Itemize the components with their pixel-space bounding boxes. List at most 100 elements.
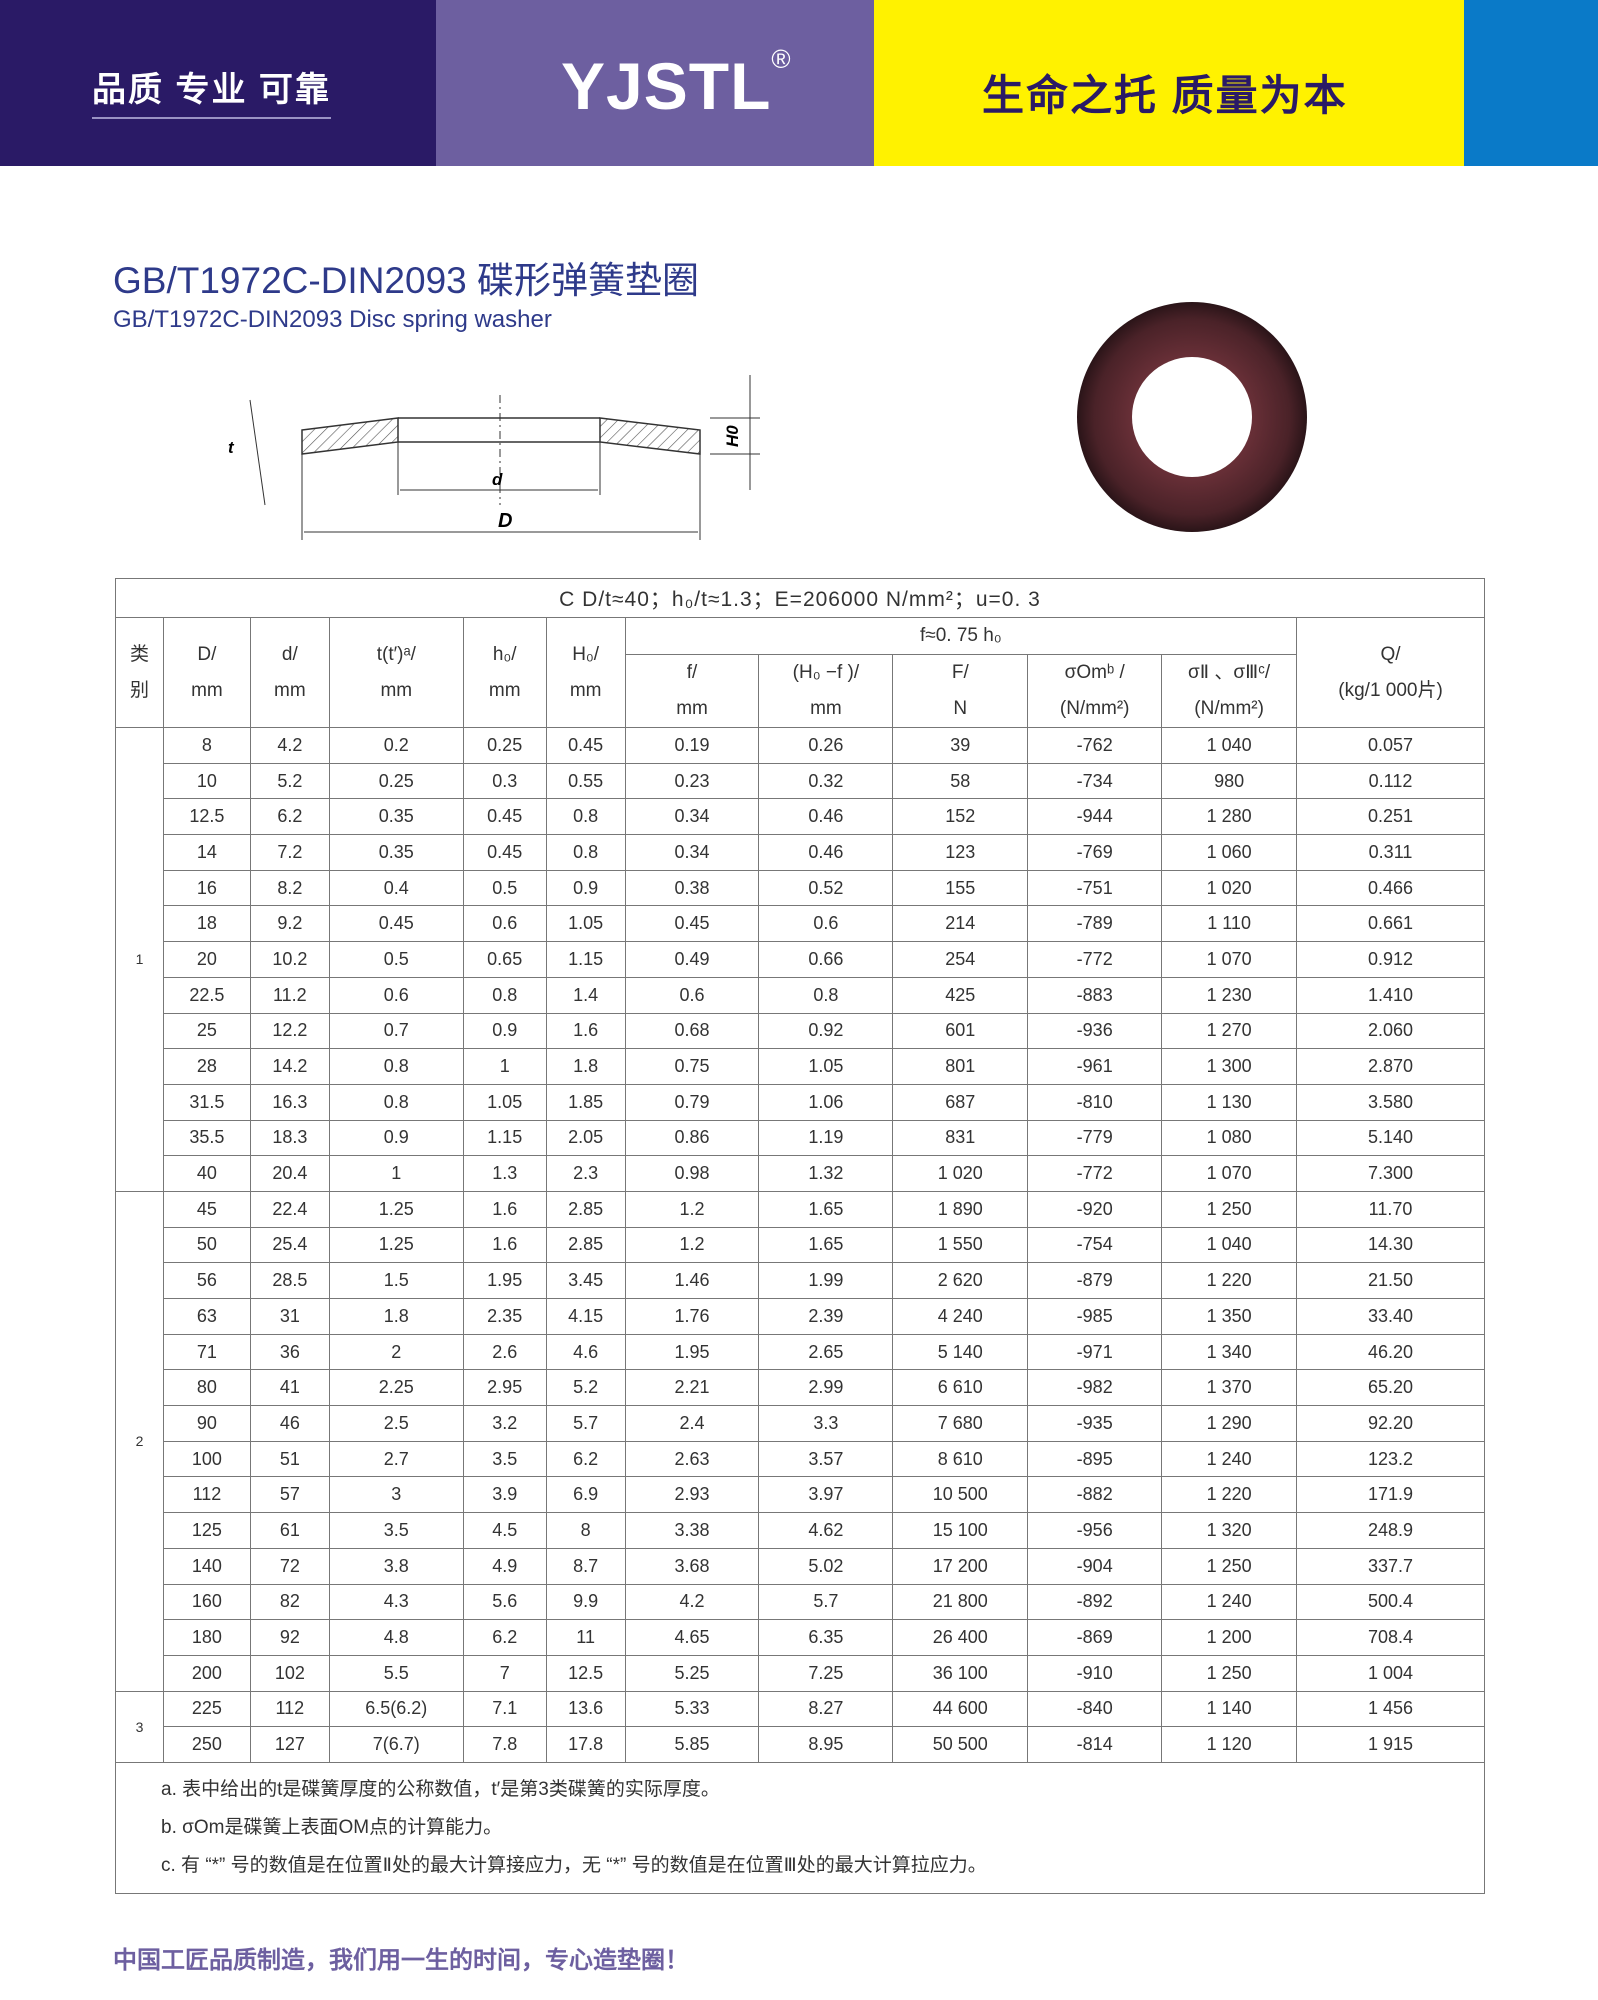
table-cell: 3.5 [328, 1512, 464, 1549]
column-header: d/mm [249, 617, 330, 728]
table-cell: 0.38 [624, 869, 760, 907]
table-cell: 2.93 [624, 1476, 760, 1514]
table-cell: 425 [892, 976, 1029, 1014]
table-cell: -814 [1027, 1726, 1163, 1763]
table-cell: 337.7 [1296, 1547, 1485, 1585]
table-cell: 5.02 [758, 1547, 894, 1585]
table-cell: 4.6 [545, 1333, 626, 1371]
table-cell: 1.2 [624, 1190, 760, 1228]
table-cell: 16.3 [249, 1083, 330, 1121]
table-cell: 0.45 [462, 798, 547, 836]
table-cell: 1 340 [1161, 1333, 1298, 1371]
table-cell: 6.2 [249, 798, 330, 836]
column-header: H₀/mm [545, 617, 626, 728]
slogan-left: 品质 专业 可靠 [92, 62, 331, 119]
table-cell: 1.8 [328, 1298, 464, 1335]
table-cell: 2.7 [328, 1440, 464, 1478]
table-cell: 8.95 [758, 1726, 894, 1763]
table-cell: 71 [162, 1333, 251, 1371]
table-cell: 61 [249, 1512, 330, 1549]
table-cell: 3.9 [462, 1476, 547, 1514]
table-cell: 687 [892, 1083, 1029, 1121]
table-row: 3 225 112 6.5(6.2) 7.1 13.6 5.33 8.27 44 600 -840… [115, 1690, 1485, 1763]
table-cell: 1.05 [462, 1083, 547, 1121]
table-cell: 2.21 [624, 1369, 760, 1407]
table-cell: 8.27 [758, 1690, 894, 1728]
table-cell: 160 [162, 1583, 251, 1621]
table-cell: 7.25 [758, 1654, 894, 1692]
table-cell: 0.4 [328, 869, 464, 907]
table-cell: 44 600 [892, 1690, 1029, 1728]
category-cell: 1 [115, 727, 164, 1192]
table-cell: 112 [249, 1690, 330, 1728]
table-cell: 0.661 [1296, 905, 1485, 943]
table-cell: 1.25 [328, 1190, 464, 1228]
table-cell: 4.8 [328, 1619, 464, 1656]
table-cell: 56 [162, 1262, 251, 1299]
table-cell: 1 280 [1161, 798, 1298, 836]
table-row: 50 25.4 1.25 1.6 2.85 1.2 1.65 1 550 -754 1 040 14… [116, 1226, 1485, 1264]
table-cell: 7 680 [892, 1405, 1029, 1442]
table-cell: 6.2 [545, 1440, 626, 1478]
table-cell: 17 200 [892, 1547, 1029, 1585]
table-row: 160 82 4.3 5.6 9.9 4.2 5.7 21 800 -892 1 240 500.4 [116, 1583, 1485, 1621]
registered-mark: ® [771, 44, 792, 74]
table-cell: 708.4 [1296, 1619, 1485, 1656]
table-cell: 11.70 [1296, 1190, 1485, 1228]
table-row: 25 12.2 0.7 0.9 1.6 0.68 0.92 601 -936 1 270 2.060 [116, 1012, 1485, 1050]
header-text: 别 [129, 679, 149, 701]
table-cell: 4.65 [624, 1619, 760, 1656]
table-cell: 25.4 [249, 1226, 330, 1264]
table-cell: 1 300 [1161, 1048, 1298, 1085]
table-cell: 5.7 [545, 1405, 626, 1442]
table-cell: 1 130 [1161, 1083, 1298, 1121]
table-cell: 254 [892, 941, 1029, 978]
table-cell: 5.140 [1296, 1119, 1485, 1157]
table-cell: 2.4 [624, 1405, 760, 1442]
table-row: 180 92 4.8 6.2 11 4.65 6.35 26 400 -869 1 200 708.… [116, 1619, 1485, 1656]
table-cell: 1 060 [1161, 834, 1298, 871]
table-cell: 1 080 [1161, 1119, 1298, 1157]
table-cell: 0.25 [462, 727, 547, 764]
table-cell: 5.2 [249, 762, 330, 800]
table-cell: 0.45 [545, 727, 626, 764]
table-cell: -895 [1027, 1440, 1163, 1478]
table-cell: 0.86 [624, 1119, 760, 1157]
table-cell: 248.9 [1296, 1512, 1485, 1549]
label-H0: H0 [723, 425, 742, 447]
table-cell: 1 020 [1161, 869, 1298, 907]
table-cell: 21 800 [892, 1583, 1029, 1621]
table-cell: 1.65 [758, 1190, 894, 1228]
table-cell: 0.9 [462, 1012, 547, 1050]
table-cell: 4.2 [249, 727, 330, 764]
table-cell: 7.2 [249, 834, 330, 871]
table-cell: 1.6 [462, 1226, 547, 1264]
table-row: 140 72 3.8 4.9 8.7 3.68 5.02 17 200 -904 1 250 337… [116, 1547, 1485, 1585]
table-cell: 1 270 [1161, 1012, 1298, 1050]
table-cell: 1 200 [1161, 1619, 1298, 1656]
table-cell: 1 230 [1161, 976, 1298, 1014]
table-cell: 1 915 [1296, 1726, 1485, 1763]
table-cell: 1 456 [1296, 1690, 1485, 1728]
table-cell: 0.3 [462, 762, 547, 800]
table-cell: 0.8 [328, 1048, 464, 1085]
brand-logo: YJSTL® [561, 44, 792, 124]
table-cell: 3.3 [758, 1405, 894, 1442]
table-cell: 0.7 [328, 1012, 464, 1050]
table-cell: 0.9 [545, 869, 626, 907]
table-cell: 1.4 [545, 976, 626, 1014]
table-cell: 28 [162, 1048, 251, 1085]
table-cell: -769 [1027, 834, 1163, 871]
table-cell: 4.3 [328, 1583, 464, 1621]
table-cell: 90 [162, 1405, 251, 1442]
table-cell: 1.6 [545, 1012, 626, 1050]
table-cell: 6 610 [892, 1369, 1029, 1407]
table-cell: 1 250 [1161, 1190, 1298, 1228]
table-cell: 1 320 [1161, 1512, 1298, 1549]
table-cell: 1 [462, 1048, 547, 1085]
header-blue-block [1464, 0, 1598, 166]
table-cell: 2.85 [545, 1190, 626, 1228]
table-row: 80 41 2.25 2.95 5.2 2.21 2.99 6 610 -982 1 370 65.… [116, 1369, 1485, 1407]
table-cell: 0.46 [758, 798, 894, 836]
column-header: f/mm [624, 654, 760, 728]
